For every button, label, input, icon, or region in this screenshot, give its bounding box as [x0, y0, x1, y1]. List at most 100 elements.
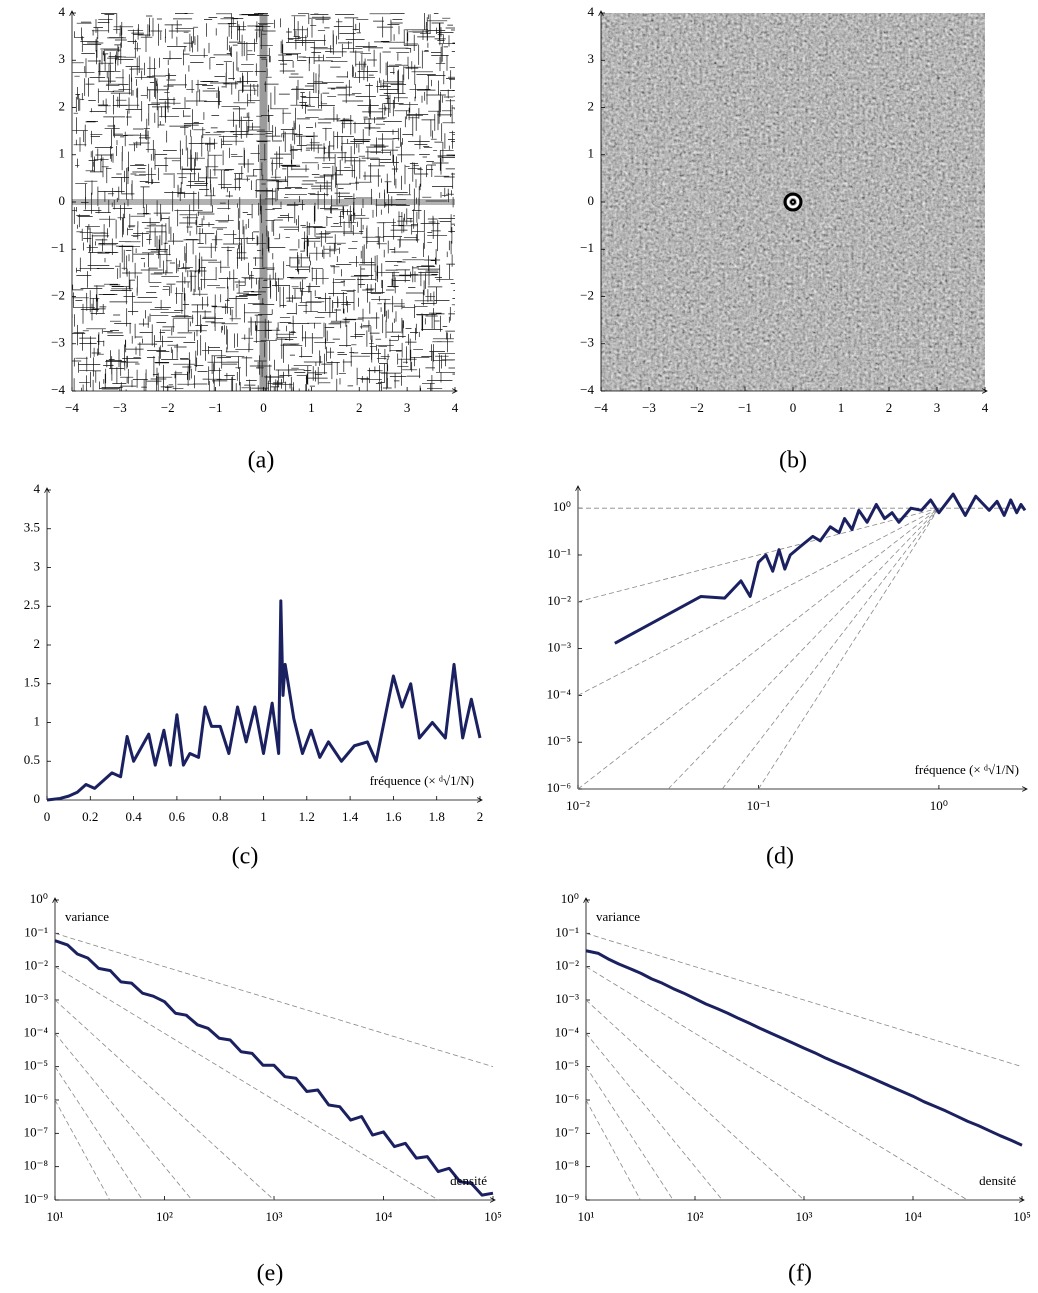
y-tick-label: 10⁻⁴ — [547, 686, 572, 701]
x-tick-label: 1 — [838, 400, 845, 415]
guide-line — [54, 999, 275, 1201]
x-tick-label: 1.2 — [299, 809, 315, 824]
y-tick-label: 10⁻⁸ — [555, 1158, 580, 1173]
y-tick-label: 10⁻¹ — [547, 546, 571, 561]
y-tick-label: 10⁻⁹ — [24, 1191, 49, 1206]
y-tick-label: 10⁻⁶ — [555, 1091, 579, 1106]
x-tick-label: 2 — [356, 400, 363, 415]
y-tick-label: 10⁻⁶ — [547, 780, 571, 795]
y-tick-label: 0.5 — [24, 752, 40, 767]
guide-line — [585, 999, 805, 1201]
x-tick-label: 10⁴ — [904, 1209, 922, 1224]
y-tick-label: 10⁻⁷ — [555, 1124, 579, 1139]
x-tick-label: 10¹ — [578, 1209, 595, 1224]
y-tick-label: 0 — [588, 193, 595, 208]
x-axis-label: densité — [979, 1173, 1016, 1188]
y-tick-label: −3 — [51, 335, 65, 350]
x-tick-label: 2 — [886, 400, 893, 415]
plot-area — [585, 932, 1023, 1201]
guide-line — [585, 932, 1023, 1068]
x-tick-label: 4 — [452, 400, 459, 415]
x-tick-label: 10³ — [796, 1209, 813, 1224]
x-tick-label: −3 — [642, 400, 656, 415]
y-tick-label: −4 — [580, 382, 594, 397]
center-ring — [787, 196, 799, 208]
y-tick-label: 10⁻⁶ — [24, 1091, 48, 1106]
y-tick-label: 2.5 — [24, 597, 40, 612]
x-tick-label: 10³ — [266, 1209, 283, 1224]
caption: (e) — [257, 1261, 284, 1287]
axis-streak — [259, 13, 268, 391]
guide-line — [54, 1099, 111, 1201]
y-tick-label: 10⁻⁴ — [555, 1024, 580, 1039]
y-tick-label: 3 — [588, 51, 595, 66]
guide-line — [585, 1099, 641, 1201]
guide-line — [54, 932, 494, 1068]
caption: (f) — [788, 1261, 812, 1287]
image-area — [601, 13, 985, 391]
data-line — [54, 939, 494, 1197]
y-tick-label: −2 — [580, 287, 594, 302]
y-tick-label: 4 — [34, 481, 41, 496]
y-axis-label: variance — [65, 909, 109, 924]
guide-line — [758, 507, 940, 790]
guide-line — [585, 1033, 723, 1201]
y-tick-label: 10⁻² — [547, 593, 571, 608]
guide-line — [585, 966, 968, 1201]
y-tick-label: 10⁰ — [553, 499, 571, 514]
y-tick-label: 10⁻⁵ — [24, 1058, 48, 1073]
x-tick-label: −1 — [209, 400, 223, 415]
y-tick-label: 1 — [588, 146, 595, 161]
x-tick-label: 0.6 — [169, 809, 186, 824]
x-tick-label: 1.8 — [429, 809, 445, 824]
x-tick-label: 0 — [260, 400, 267, 415]
noise — [601, 13, 985, 391]
y-tick-label: 1 — [59, 146, 66, 161]
y-tick-label: −2 — [51, 287, 65, 302]
plot-area — [46, 599, 482, 802]
x-tick-label: 10¹ — [47, 1209, 64, 1224]
y-tick-label: 2 — [34, 636, 41, 651]
y-tick-label: 10⁻⁸ — [24, 1158, 49, 1173]
y-tick-label: 10⁻² — [24, 958, 48, 973]
y-tick-label: 3 — [59, 51, 66, 66]
x-tick-label: 1.4 — [342, 809, 359, 824]
x-tick-label: 0.2 — [82, 809, 98, 824]
image-area — [72, 13, 455, 391]
x-axis-label: fréquence (× ᵈ√1/N) — [370, 773, 474, 788]
guide-line — [577, 507, 940, 696]
x-tick-label: 10² — [156, 1209, 173, 1224]
x-tick-label: −2 — [161, 400, 175, 415]
y-tick-label: 10⁻³ — [24, 991, 48, 1006]
x-tick-label: 10² — [687, 1209, 704, 1224]
y-tick-label: 10⁻⁴ — [24, 1024, 49, 1039]
x-tick-label: 1 — [308, 400, 315, 415]
x-tick-label: 0 — [44, 809, 51, 824]
y-tick-label: 10⁻¹ — [555, 924, 579, 939]
y-tick-label: 10⁻⁵ — [547, 733, 571, 748]
y-tick-label: 1.5 — [24, 675, 40, 690]
x-tick-label: 3 — [934, 400, 941, 415]
x-tick-label: 2 — [477, 809, 484, 824]
x-tick-label: 10⁻¹ — [747, 798, 771, 813]
y-tick-label: 0 — [59, 193, 66, 208]
data-line — [585, 949, 1023, 1147]
x-tick-label: 0.4 — [125, 809, 142, 824]
data-line — [614, 492, 1027, 645]
y-axis-label: variance — [596, 909, 640, 924]
image-bg — [72, 13, 455, 391]
x-tick-label: 10⁴ — [375, 1209, 393, 1224]
y-tick-label: −1 — [51, 240, 65, 255]
x-tick-label: −3 — [113, 400, 127, 415]
y-tick-label: 4 — [59, 4, 66, 19]
y-tick-label: −1 — [580, 240, 594, 255]
y-tick-label: 10⁻⁷ — [24, 1124, 48, 1139]
panel: −4 −3 −2 −1 0 1 2 3 4 −4 −3 −2 −1 0 1 2 3 4 (b) — [580, 4, 989, 474]
data-line — [46, 599, 482, 802]
y-tick-label: 3.5 — [24, 520, 40, 535]
caption: (a) — [248, 448, 275, 474]
y-tick-label: 1 — [34, 713, 41, 728]
